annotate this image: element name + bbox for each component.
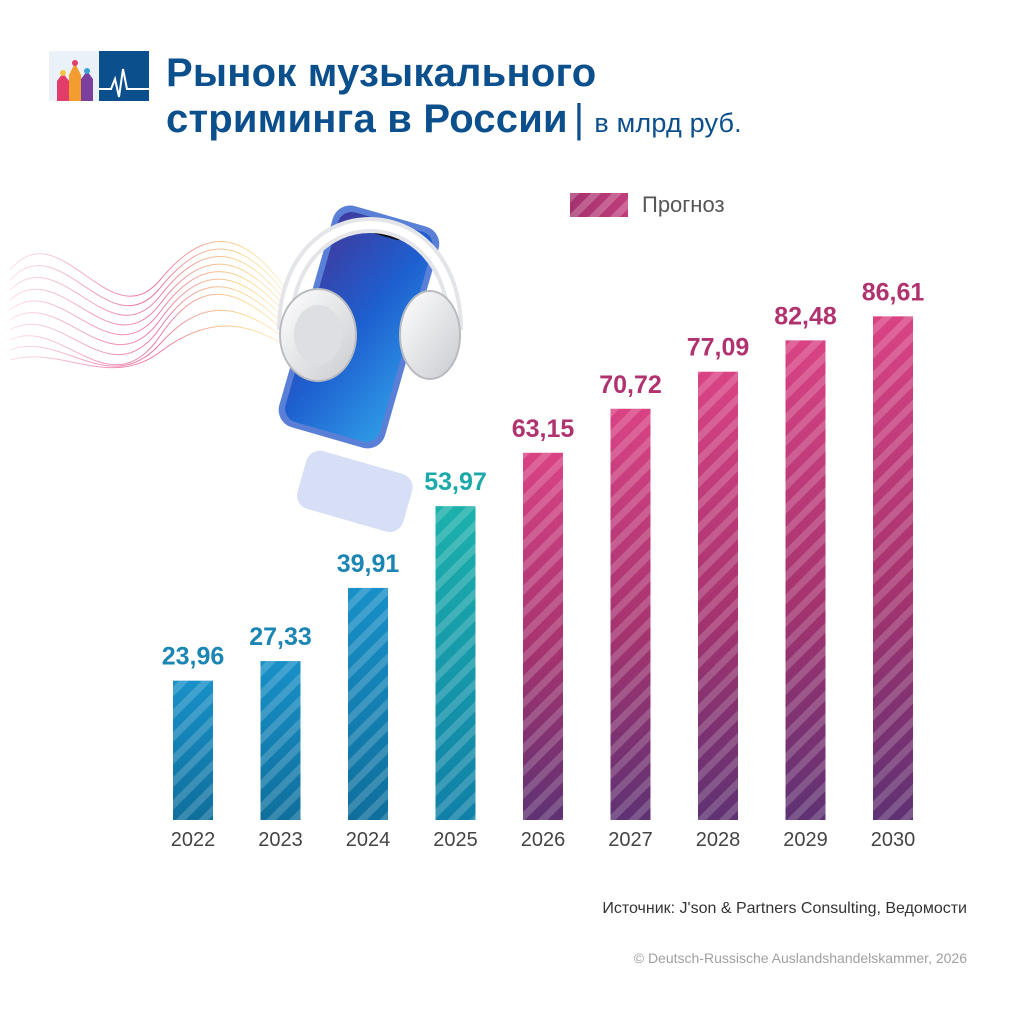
value-label-2030: 86,61 xyxy=(862,278,925,306)
bar-2030 xyxy=(873,316,913,820)
copyright-note: © Deutsch-Russische Auslandshandelskamme… xyxy=(633,950,967,966)
value-label-2023: 27,33 xyxy=(249,623,312,651)
bar-2022 xyxy=(173,680,213,820)
bar-2027 xyxy=(610,408,651,820)
bar-2028 xyxy=(698,371,738,820)
value-label-2028: 77,09 xyxy=(687,334,750,362)
value-label-2029: 82,48 xyxy=(774,302,837,330)
value-label-2026: 63,15 xyxy=(512,415,575,443)
x-tick-label-2030: 2030 xyxy=(871,829,916,851)
title-line-1: Рынок музыкального xyxy=(166,51,597,95)
legend-label-forecast: Прогноз xyxy=(642,192,725,217)
ahk-logo xyxy=(49,51,149,101)
bar-2024 xyxy=(348,587,388,820)
x-tick-label-2025: 2025 xyxy=(433,829,478,851)
x-tick-label-2023: 2023 xyxy=(258,829,303,851)
value-label-2027: 70,72 xyxy=(599,371,662,399)
unit-label: в млрд руб. xyxy=(594,108,742,138)
value-label-2025: 53,97 xyxy=(424,468,487,496)
phone-graphic xyxy=(278,205,440,533)
source-note: Источник: J'son & Partners Consulting, В… xyxy=(602,900,967,917)
phone-headphones-illustration xyxy=(9,205,463,533)
legend: Прогноз xyxy=(570,192,725,217)
x-tick-label-2028: 2028 xyxy=(696,829,741,851)
legend-swatch-forecast xyxy=(570,193,628,217)
x-tick-label-2022: 2022 xyxy=(171,829,216,851)
bar-2023 xyxy=(260,661,301,820)
bar-2026 xyxy=(523,452,563,820)
x-tick-label-2027: 2027 xyxy=(608,829,653,851)
bar-2025 xyxy=(435,506,476,820)
headphones-graphic xyxy=(277,217,463,382)
title-line-2: стриминга в России xyxy=(166,97,568,141)
x-tick-label-2026: 2026 xyxy=(521,829,566,851)
bar-2029 xyxy=(785,340,826,820)
chart-title: Рынок музыкального стриминга в России | в … xyxy=(166,50,742,146)
x-tick-label-2024: 2024 xyxy=(346,829,391,851)
x-tick-label-2029: 2029 xyxy=(783,829,828,851)
value-label-2022: 23,96 xyxy=(162,643,225,671)
title-separator: | xyxy=(573,97,585,141)
value-label-2024: 39,91 xyxy=(337,550,400,578)
sound-wave-graphic xyxy=(9,241,301,369)
